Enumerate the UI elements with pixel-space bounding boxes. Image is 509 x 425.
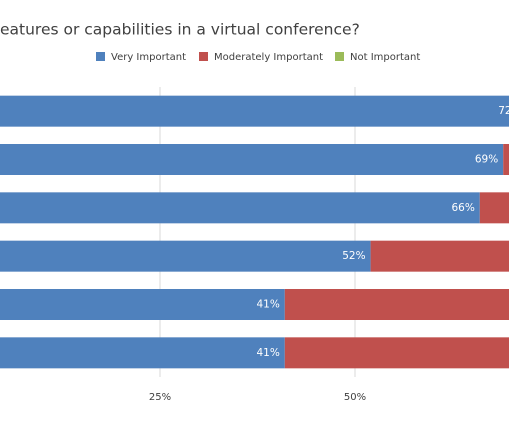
legend-swatch (335, 52, 344, 61)
bar-segment (0, 192, 480, 224)
bar-segment (284, 289, 509, 320)
data-label: 41% (256, 299, 279, 311)
legend-swatch (199, 52, 208, 61)
data-label: 52% (342, 250, 365, 262)
chart-title: eatures or capabilities in a virtual con… (0, 21, 360, 39)
bar-segment (503, 144, 509, 175)
legend-label: Very Important (111, 52, 186, 63)
data-label: 66% (451, 202, 474, 214)
legend-label: Not Important (350, 52, 420, 63)
bar-segment (370, 240, 509, 272)
bar-segment (479, 192, 509, 224)
legend-label: Moderately Important (214, 52, 323, 63)
legend-swatch (96, 52, 105, 61)
bar-segment (0, 95, 509, 127)
bar-segment (284, 337, 509, 369)
data-label: 72% (498, 105, 509, 117)
x-tick-label: 25% (149, 392, 171, 403)
bar-segment (0, 289, 285, 320)
x-tick-label: 50% (344, 392, 366, 403)
data-label: 41% (256, 347, 279, 359)
data-label: 69% (475, 154, 498, 166)
bar-segment (0, 337, 285, 369)
bar-segment (0, 144, 504, 175)
bar-segment (0, 240, 371, 272)
